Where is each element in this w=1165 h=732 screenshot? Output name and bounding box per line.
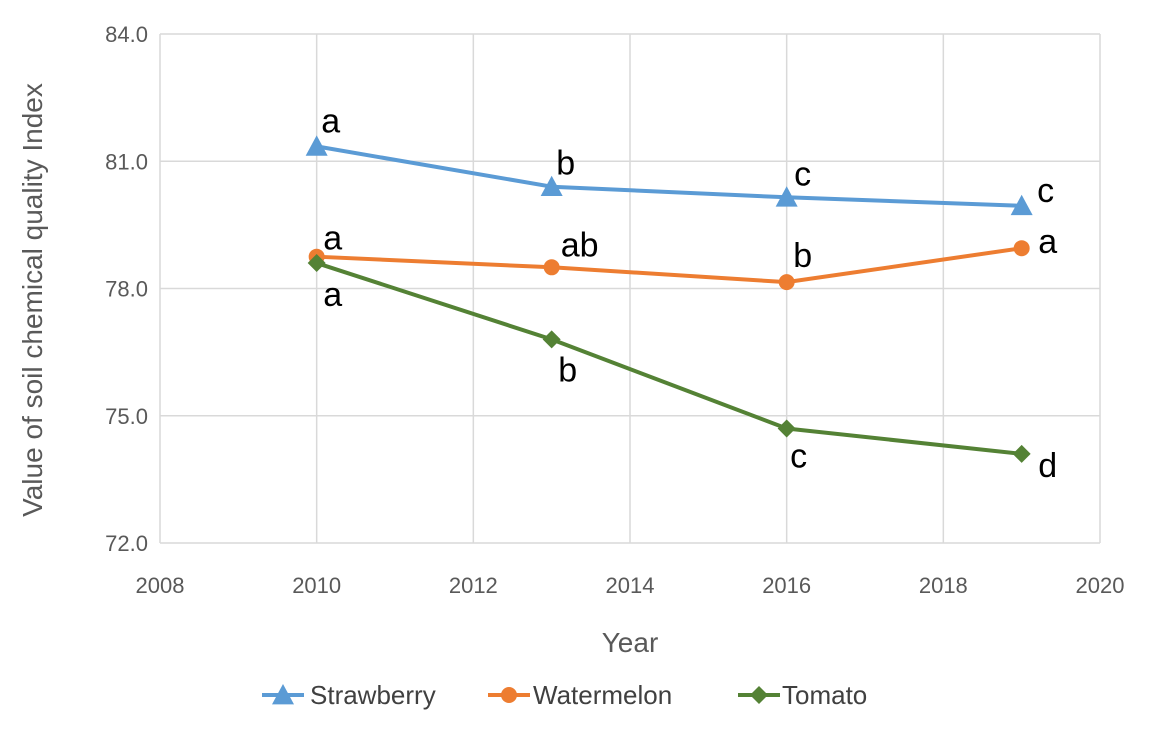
data-point (543, 259, 560, 276)
legend-item-strawberry: Strawberry (262, 680, 436, 710)
legend: Strawberry Watermelon Tomato (262, 680, 867, 710)
legend-marker (750, 686, 768, 704)
y-tick-label: 84.0 (105, 22, 148, 47)
point-label: b (558, 351, 577, 389)
point-label: c (794, 155, 811, 193)
series-line (316, 246, 1022, 285)
series-line (316, 144, 1022, 208)
point-label: d (1038, 447, 1057, 485)
y-tick-label: 72.0 (105, 531, 148, 556)
legend-item-watermelon: Watermelon (488, 680, 672, 710)
legend-label: Strawberry (310, 680, 436, 710)
series-tomato (307, 254, 1031, 463)
data-point (778, 274, 795, 291)
y-axis-title: Value of soil chemical quality Index (17, 83, 48, 517)
point-label: c (1037, 172, 1054, 210)
x-tick-label: 2018 (919, 573, 968, 598)
series-watermelon (308, 240, 1030, 291)
y-tick-label: 75.0 (105, 404, 148, 429)
legend-label: Watermelon (533, 680, 672, 710)
data-point (305, 135, 328, 156)
data-point (540, 175, 563, 197)
data-point (1010, 194, 1033, 216)
x-tick-label: 2008 (136, 573, 185, 598)
data-point (542, 330, 561, 349)
gridlines (159, 33, 1101, 544)
legend-label: Tomato (782, 680, 867, 710)
series-group (305, 135, 1033, 463)
data-point (775, 186, 798, 207)
data-point (777, 419, 796, 438)
legend-marker (272, 684, 294, 705)
x-tick-label: 2012 (449, 573, 498, 598)
x-tick-label: 2010 (292, 573, 341, 598)
x-tick-label: 2014 (606, 573, 655, 598)
x-axis-title: Year (602, 627, 659, 658)
y-tick-label: 78.0 (105, 277, 148, 302)
series-line (316, 261, 1022, 456)
point-label: b (556, 145, 575, 183)
point-label: a (1038, 223, 1057, 261)
legend-item-tomato: Tomato (738, 680, 867, 710)
point-label: b (793, 237, 812, 275)
data-point (307, 254, 326, 273)
point-label: c (790, 437, 807, 475)
legend-marker (501, 687, 517, 703)
data-point (1012, 444, 1031, 463)
axes: 72.0 75.0 78.0 81.0 84.0 2008 2010 2012 2014 2016… (105, 22, 1124, 598)
point-label: ab (561, 226, 599, 264)
y-tick-label: 81.0 (105, 149, 148, 174)
series-strawberry (305, 135, 1033, 216)
point-label: a (323, 276, 342, 314)
point-label: a (321, 102, 340, 140)
x-tick-label: 2020 (1076, 573, 1125, 598)
x-tick-label: 2016 (762, 573, 811, 598)
point-label: a (323, 220, 342, 258)
data-point (1013, 240, 1030, 257)
